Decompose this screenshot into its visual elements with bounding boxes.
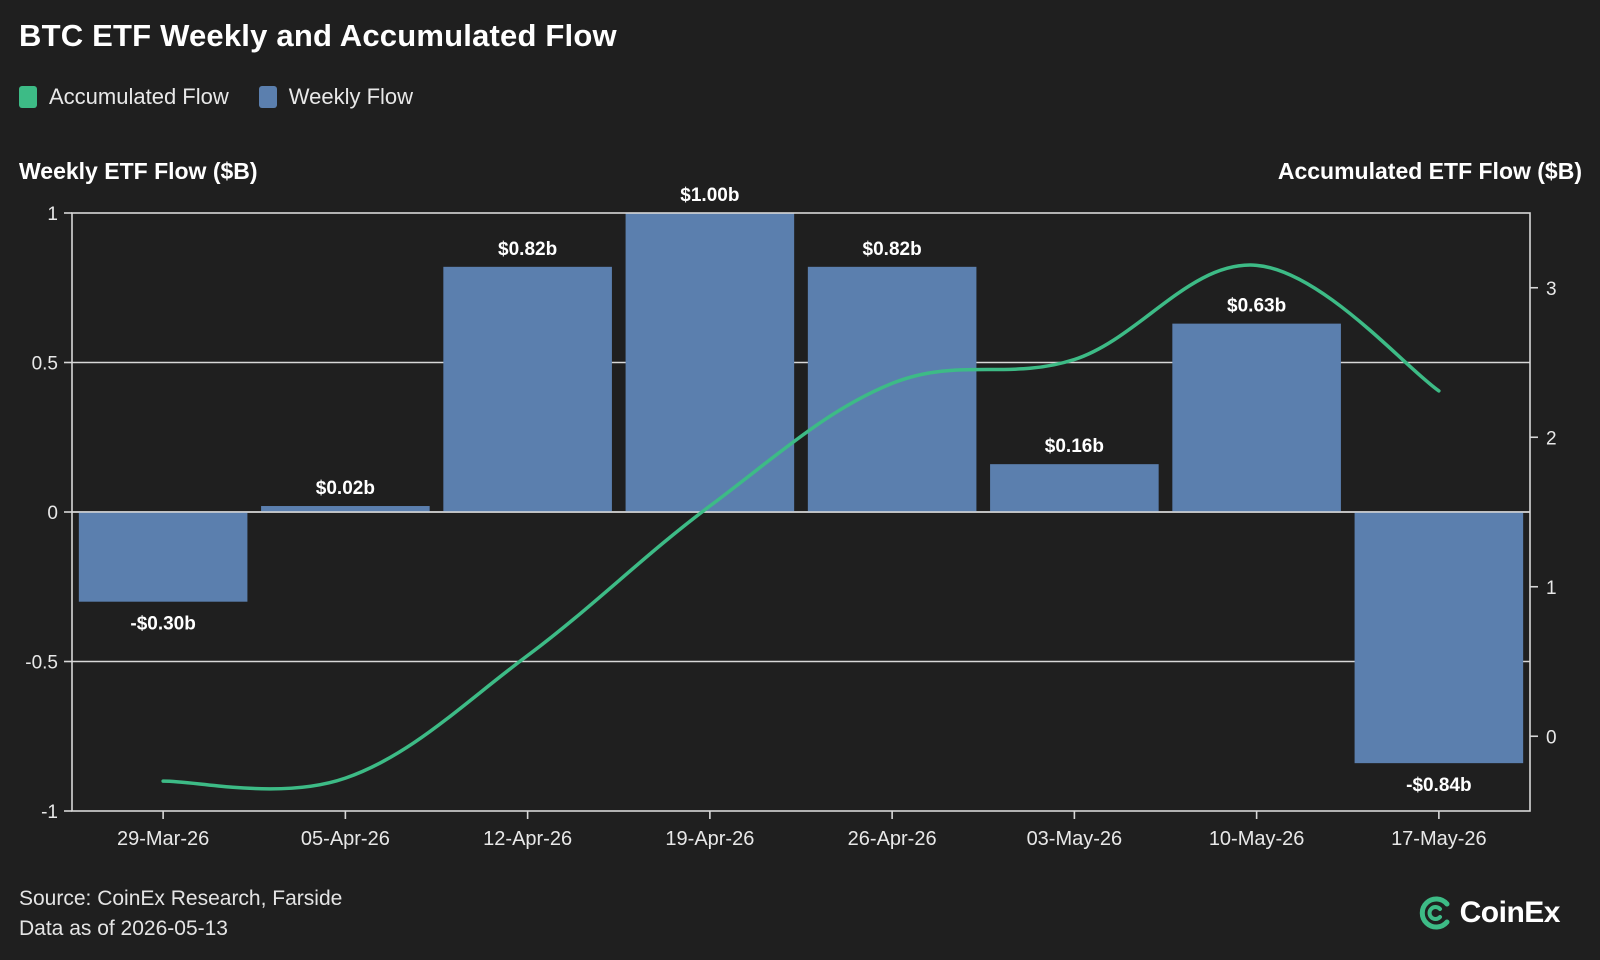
bar-value-label: $0.82b (498, 239, 557, 260)
legend-label-weekly: Weekly Flow (288, 84, 414, 109)
legend: Accumulated Flow Weekly Flow (19, 84, 443, 110)
data-date-note: Data as of 2026-05-13 (19, 917, 228, 940)
x-axis-tick-label: 03-May-26 (1027, 828, 1123, 850)
legend-label-accumulated: Accumulated Flow (49, 84, 229, 109)
bar (807, 266, 977, 512)
bar-value-label: $0.63b (1227, 296, 1286, 317)
x-axis-tick-label: 12-Apr-26 (483, 828, 572, 850)
legend-swatch-weekly (258, 86, 277, 108)
right-axis-tick-label: 2 (1546, 428, 1557, 449)
bar (625, 213, 795, 512)
right-axis-tick-label: 1 (1546, 578, 1557, 599)
left-axis-tick-label: -0.5 (25, 653, 58, 674)
left-axis-tick-label: 0 (47, 503, 58, 524)
x-axis-tick-label: 19-Apr-26 (665, 828, 754, 850)
brand-logo: CoinEx (1418, 895, 1561, 931)
bar (990, 464, 1159, 512)
bar-value-label: $0.82b (863, 239, 922, 260)
x-axis-tick-label: 05-Apr-26 (301, 828, 390, 850)
coinex-logo-icon (1419, 896, 1450, 930)
bar (78, 512, 248, 602)
left-axis-tick-label: 0.5 (32, 354, 58, 375)
legend-item-weekly[interactable]: Weekly Flow (258, 84, 414, 110)
bar-value-label: -$0.30b (130, 614, 195, 635)
x-axis-tick-label: 17-May-26 (1391, 828, 1487, 850)
right-axis-title: Accumulated ETF Flow ($B) (1277, 158, 1582, 184)
bar-value-label: -$0.84b (1406, 775, 1471, 796)
bar (261, 506, 430, 512)
left-axis-tick-label: 1 (47, 204, 58, 225)
right-axis-tick-label: 0 (1546, 727, 1557, 748)
footer: Source: CoinEx Research, Farside Data as… (19, 884, 342, 944)
legend-swatch-accumulated (19, 86, 37, 108)
bar (1172, 323, 1341, 512)
left-axis-tick-label: -1 (41, 802, 58, 823)
legend-item-accumulated[interactable]: Accumulated Flow (19, 84, 229, 110)
bar-value-label: $0.02b (316, 478, 375, 499)
accumulated-flow-line (161, 263, 1441, 791)
brand-name: CoinEx (1459, 896, 1561, 929)
bar-value-label: $1.00b (680, 185, 739, 206)
right-axis-tick-label: 3 (1546, 279, 1557, 300)
x-axis-tick-label: 10-May-26 (1209, 828, 1305, 850)
bar-value-label: $0.16b (1045, 436, 1104, 457)
source-note: Source: CoinEx Research, Farside (19, 887, 343, 910)
x-axis-tick-label: 29-Mar-26 (117, 828, 209, 850)
bar (443, 266, 612, 512)
chart-title: BTC ETF Weekly and Accumulated Flow (19, 18, 617, 53)
x-axis-tick-label: 26-Apr-26 (848, 828, 937, 850)
bar (1354, 512, 1524, 764)
left-axis-title: Weekly ETF Flow ($B) (19, 158, 258, 184)
